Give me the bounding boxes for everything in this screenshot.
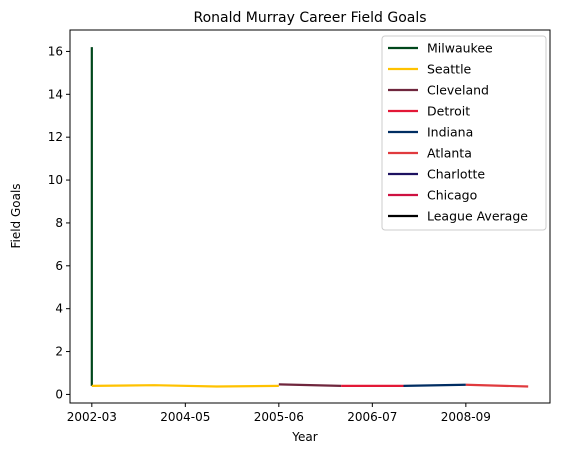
x-tick-label: 2002-03 (67, 410, 117, 424)
legend-label: Detroit (427, 104, 470, 119)
series-line-seattle (91, 384, 279, 388)
legend-label: Charlotte (427, 167, 485, 182)
series-line-cleveland (278, 383, 342, 387)
y-tick-label: 10 (48, 173, 63, 187)
y-tick-label: 14 (48, 87, 63, 101)
x-tick-label: 2006-07 (347, 410, 397, 424)
legend: Milwaukee Seattle Cleveland Detroit Indiana A… (381, 35, 547, 231)
legend-label: Indiana (427, 125, 473, 140)
series-line-atlanta (465, 383, 529, 388)
x-axis-label: Year (291, 430, 317, 444)
y-tick-label: 0 (55, 387, 63, 401)
legend-label: Milwaukee (427, 41, 493, 56)
legend-box (381, 35, 547, 231)
legend-items: Milwaukee Seattle Cleveland Detroit Indiana A… (388, 41, 528, 224)
y-axis-label: Field Goals (9, 183, 23, 248)
legend-label: Cleveland (427, 83, 489, 98)
y-tick-label: 8 (55, 216, 63, 230)
y-tick-label: 16 (48, 44, 63, 58)
y-tick-label: 6 (55, 259, 63, 273)
x-tick-label: 2008-09 (441, 410, 491, 424)
plot-lines (90, 47, 529, 388)
legend-label: Atlanta (427, 146, 472, 161)
x-tick-label: 2005-06 (254, 410, 304, 424)
y-axis: 0 2 4 6 8 10 12 14 16 (48, 44, 70, 401)
y-tick-label: 2 (55, 345, 63, 359)
x-axis: 2002-03 2004-05 2005-06 2006-07 2008-09 (67, 403, 491, 424)
y-tick-label: 4 (55, 302, 63, 316)
plot-frame (69, 29, 551, 404)
legend-label: Chicago (427, 188, 477, 203)
legend-label: League Average (427, 209, 528, 224)
series-line-indiana (403, 383, 466, 387)
chart-title: Ronald Murray Career Field Goals (193, 10, 426, 26)
x-tick-label: 2004-05 (160, 410, 210, 424)
y-tick-label: 12 (48, 130, 63, 144)
legend-label: Seattle (427, 62, 472, 77)
